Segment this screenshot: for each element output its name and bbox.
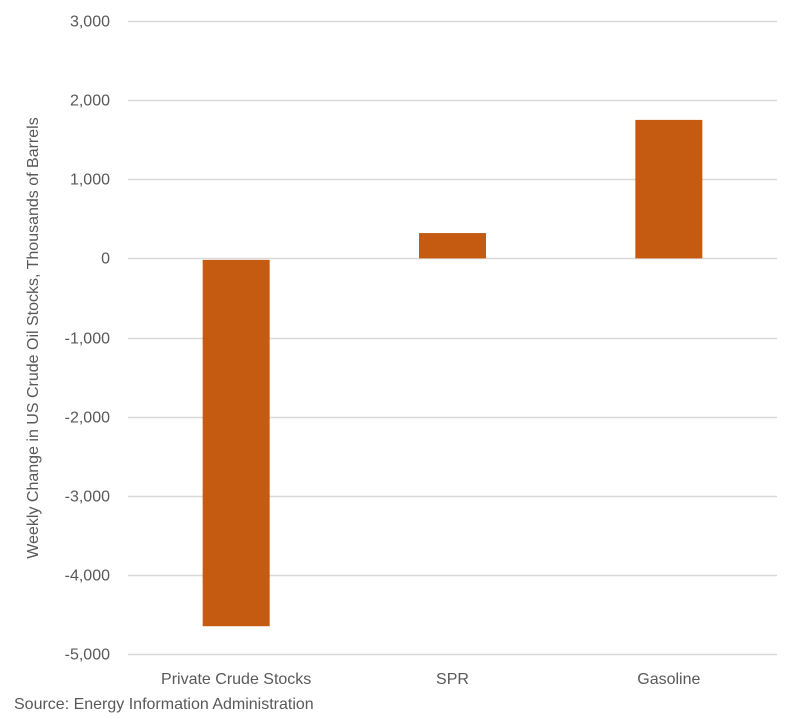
y-tick-label: -5,000 (65, 647, 110, 664)
source-note: Source: Energy Information Administratio… (14, 696, 314, 713)
y-tick-label: -1,000 (65, 331, 110, 348)
x-tick-label: Private Crude Stocks (161, 671, 311, 688)
bar (635, 119, 703, 259)
y-axis-ticks: 3,000 2,000 1,000 0 -1,000 -2,000 -3,000 -4,000… (65, 14, 110, 664)
bar (202, 259, 270, 627)
x-tick-label: SPR (436, 671, 469, 688)
y-tick-label: 0 (101, 251, 110, 268)
y-axis-label: Weekly Change in US Crude Oil Stocks, Th… (25, 117, 42, 558)
y-tick-label: 2,000 (70, 93, 110, 110)
y-tick-label: -3,000 (65, 489, 110, 506)
x-tick-label: Gasoline (637, 671, 700, 688)
y-tick-label: 3,000 (70, 14, 110, 31)
y-tick-label: -2,000 (65, 410, 110, 427)
bar (419, 233, 486, 259)
y-tick-label: 1,000 (70, 172, 110, 189)
bars (202, 119, 703, 627)
x-axis-labels: Private Crude Stocks SPR Gasoline (161, 671, 700, 688)
y-tick-label: -4,000 (65, 568, 110, 585)
